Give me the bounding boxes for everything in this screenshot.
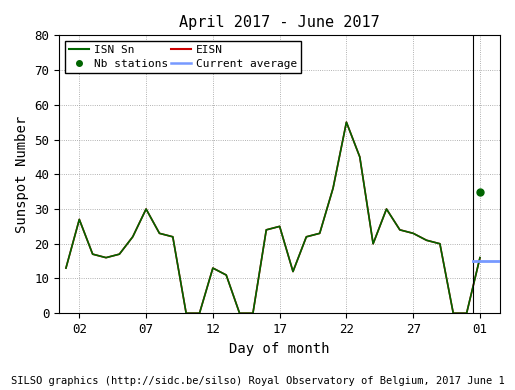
Point [476, 188, 484, 195]
X-axis label: Day of month: Day of month [229, 342, 330, 356]
Legend: ISN Sn, Nb stations, EISN, Current average: ISN Sn, Nb stations, EISN, Current avera… [65, 41, 301, 73]
Y-axis label: Sunspot Number: Sunspot Number [15, 116, 29, 233]
Title: April 2017 - June 2017: April 2017 - June 2017 [179, 15, 380, 30]
Text: SILSO graphics (http://sidc.be/silso) Royal Observatory of Belgium, 2017 June 1: SILSO graphics (http://sidc.be/silso) Ro… [11, 376, 504, 386]
